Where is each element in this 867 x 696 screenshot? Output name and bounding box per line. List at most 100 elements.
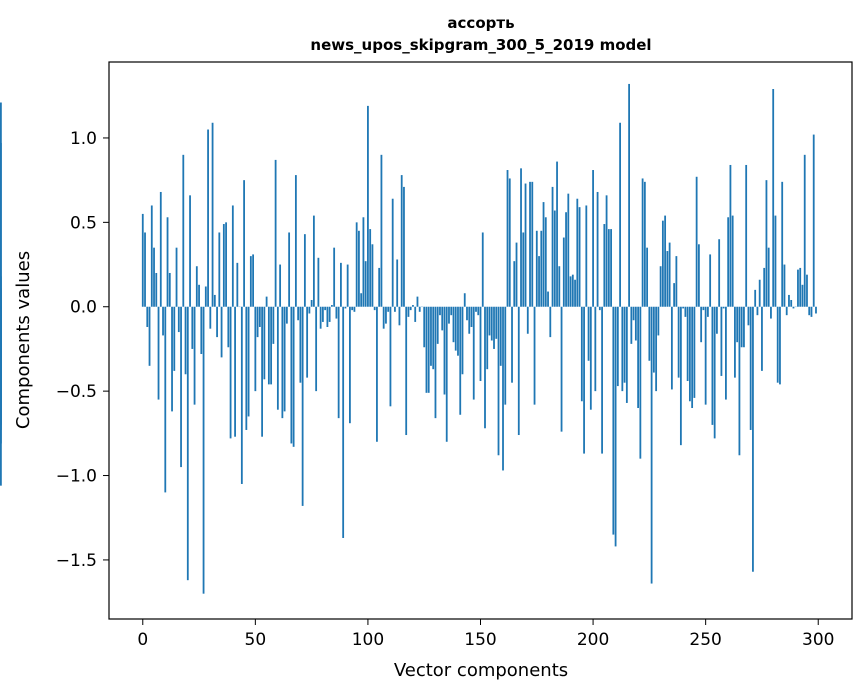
bar-51 [256,306,259,338]
bar-11 [166,217,169,307]
bar-46 [245,306,248,430]
bar-130 [434,306,437,419]
bar-268 [745,164,748,307]
x-tick-label: 150 [464,630,496,650]
bar-145 [468,306,471,334]
bar-3 [148,306,151,366]
bar-23 [193,306,196,405]
bar-6 [155,272,158,307]
bar-107 [382,306,385,329]
y-tick-label: −0.5 [56,382,97,402]
bar-144 [466,306,468,321]
bar-187 [562,237,565,307]
bar-217 [630,306,633,344]
bar-216 [628,83,630,307]
bar-74 [308,306,311,314]
bar-71 [301,306,304,506]
bar-147 [472,306,475,400]
bar-237 [675,256,678,307]
bar-155 [490,306,493,341]
bar-90 [344,306,347,309]
bar-60 [276,306,279,410]
bar-98 [362,217,365,307]
bar-75 [310,299,313,307]
bar-104 [376,306,378,442]
bar-251 [707,306,709,317]
bar-263 [734,306,736,378]
bar-18 [182,154,185,307]
bar-297 [810,306,813,317]
bar-118 [407,306,410,317]
bar-234 [668,242,671,307]
bar-214 [623,306,626,383]
bar-286 [785,306,788,316]
bar-35 [220,306,223,358]
bar-16 [177,306,180,333]
bar-101 [369,229,372,307]
x-tick-label: 100 [352,630,384,650]
bar-185 [558,266,561,307]
bar-126 [425,306,428,393]
bar-190 [569,276,572,307]
bar-246 [695,176,698,307]
x-tick-label: 50 [245,630,267,650]
bar-282 [776,306,779,383]
bar-204 [601,306,603,454]
bar-262 [731,215,734,307]
bar-146 [470,306,473,327]
bar-45 [243,180,245,307]
bar-72 [303,234,306,307]
bar-57 [270,306,273,385]
bar-298 [812,134,815,307]
bar-194 [578,207,581,307]
bar-243 [688,306,691,402]
bar-88 [340,262,342,307]
bar-254 [713,306,716,439]
bar-89 [342,306,345,538]
bar-58 [272,306,275,344]
bar-292 [799,267,802,307]
bar-54 [263,306,266,380]
bar-123 [418,306,421,312]
bar-87 [337,306,340,419]
bar-82 [326,306,329,327]
bar-15 [175,247,178,307]
bar-70 [299,306,302,383]
bar-55 [265,296,268,307]
bar-33 [216,306,218,338]
bars-group [0,83,817,594]
bar-183 [553,210,556,307]
bar-291 [797,269,799,307]
bar-220 [637,306,640,409]
bar-125 [423,306,426,348]
bar-13 [171,306,173,412]
bar-12 [168,272,171,307]
bar-250 [704,306,707,405]
bar-247 [698,244,700,307]
bar-120 [412,305,414,307]
bar-293 [801,284,804,307]
bar-248 [700,306,703,343]
x-tick-label: 250 [689,630,721,650]
x-tick-label: 300 [802,630,834,650]
bar-52 [258,306,261,327]
bar-150 [479,306,482,382]
bar-272 [754,289,757,307]
bar-196 [583,306,585,454]
bar-41 [234,306,236,437]
y-axis-label: Components values [13,251,34,429]
bar-209 [612,306,615,535]
bar-48 [249,256,252,307]
bar-289 [792,306,795,309]
bar-165 [513,261,516,307]
y-tick-label: 0.0 [70,298,97,318]
bar-5 [153,247,155,307]
bar-152 [484,306,486,429]
bar-134 [443,306,446,395]
bar-173 [531,181,534,307]
bar-279 [770,306,772,319]
bar-111 [391,198,394,307]
bar-242 [686,306,689,382]
bar-215 [625,306,628,403]
bar-56 [267,306,270,385]
